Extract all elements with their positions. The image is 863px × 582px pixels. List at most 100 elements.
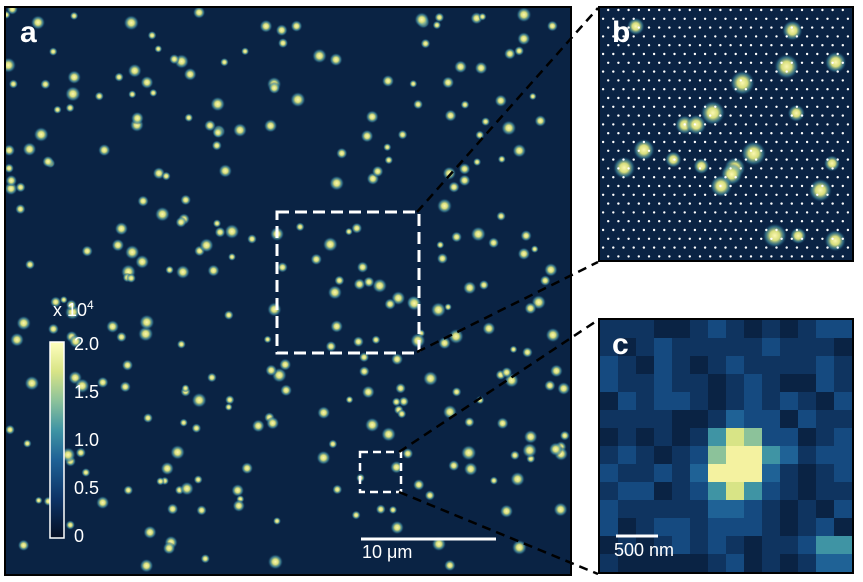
pixel-cell [744,500,763,519]
pixel-cell [762,338,781,357]
lattice-dot [729,132,732,135]
lattice-dot [826,228,829,232]
lattice-dot [846,211,850,214]
pixel-cell [834,482,852,501]
pixel-cell [708,500,727,519]
lattice-dot [647,44,651,47]
fluorescent-spot [559,430,570,441]
lattice-dot [826,105,829,109]
fluorescent-spot [290,20,303,33]
lattice-dot [632,211,635,214]
pixel-cell [834,374,852,393]
fluorescent-spot [430,301,447,318]
lattice-dot [831,184,834,188]
lattice-dot [816,228,819,232]
lattice-dot [795,193,799,196]
pixel-cell [798,464,817,483]
lattice-dot [775,193,778,196]
lattice-dot [724,52,727,56]
lattice-dot [749,184,753,188]
lattice-dot [719,114,722,117]
lattice-dot [642,17,646,20]
fluorescent-spot [199,237,214,253]
lattice-dot [622,88,625,91]
lattice-dot [765,158,768,161]
lattice-dot [760,149,763,152]
fluorescent-spot [509,345,518,354]
lattice-dot [647,26,651,29]
fluorescent-spot [210,96,226,112]
pixel-cell [816,536,835,555]
fluorescent-spot [496,211,507,222]
lattice-dot [765,246,768,249]
lattice-dot [627,132,630,135]
fluorescent-spot [154,206,171,222]
lattice-dot [795,52,799,56]
pixel-cell [600,392,619,411]
lattice-dot [800,255,804,258]
lattice-dot [698,220,702,223]
lattice-dot [663,35,666,38]
lattice-dot [846,17,850,20]
lattice-dot [683,70,686,73]
lattice-dot [841,26,844,29]
lattice-dot [714,176,717,179]
lattice-dot [652,158,656,161]
lattice-dot [678,44,681,47]
fluorescent-spot [322,236,338,253]
lattice-dot [749,8,753,12]
fluorescent-spot [453,60,468,74]
lattice-dot [698,255,702,258]
lattice-dot [637,220,640,223]
lattice-dot [811,132,814,135]
lattice-dot [790,220,793,223]
lattice-dot [765,35,768,38]
lattice-dot [719,8,722,12]
fluorescent-spot [384,155,394,165]
lattice-dot [811,167,814,170]
fluorescent-spot [184,113,194,123]
fluorescent-spot [22,439,32,448]
lattice-dot [719,132,722,135]
lattice-dot [632,228,635,232]
fluorescent-spot [9,332,25,347]
fluorescent-spot [34,496,43,505]
pixel-cell [834,464,852,483]
lattice-dot [780,132,783,135]
lattice-dot [831,237,834,240]
fluorescent-spot [470,226,487,242]
fluorescent-spot [24,375,40,391]
pixel-cell [654,338,673,357]
lattice-dot [607,8,610,12]
lattice-dot [719,149,722,152]
lattice-dot [688,237,691,240]
lattice-dot [780,220,783,223]
pixel-cell [708,518,727,537]
pixel-cell [600,320,619,339]
pixel-cell [744,482,763,501]
lattice-dot [744,228,748,232]
lattice-dot [729,184,732,188]
lattice-dot [683,140,686,144]
lattice-dot [805,158,809,161]
pixel-cell [672,410,691,429]
pixel-cell [690,320,709,339]
fluorescent-spot [521,442,538,459]
fluorescent-spot [371,335,381,345]
lattice-dot [612,246,615,249]
pixel-cell [780,518,799,537]
fluorescent-spot [6,144,16,157]
pixel-cell [762,356,781,375]
pixel-cell [762,410,781,429]
lattice-dot [698,167,702,170]
lattice-dot [663,52,666,56]
pixel-cell [816,356,835,375]
lattice-dot [688,114,691,117]
lattice-dot [703,123,707,126]
lattice-dot [760,61,763,64]
lattice-dot [734,140,737,144]
lattice-dot [754,35,758,38]
fluorescent-spot [360,129,374,143]
pixel-cell [672,464,691,483]
lattice-dot [816,70,819,73]
